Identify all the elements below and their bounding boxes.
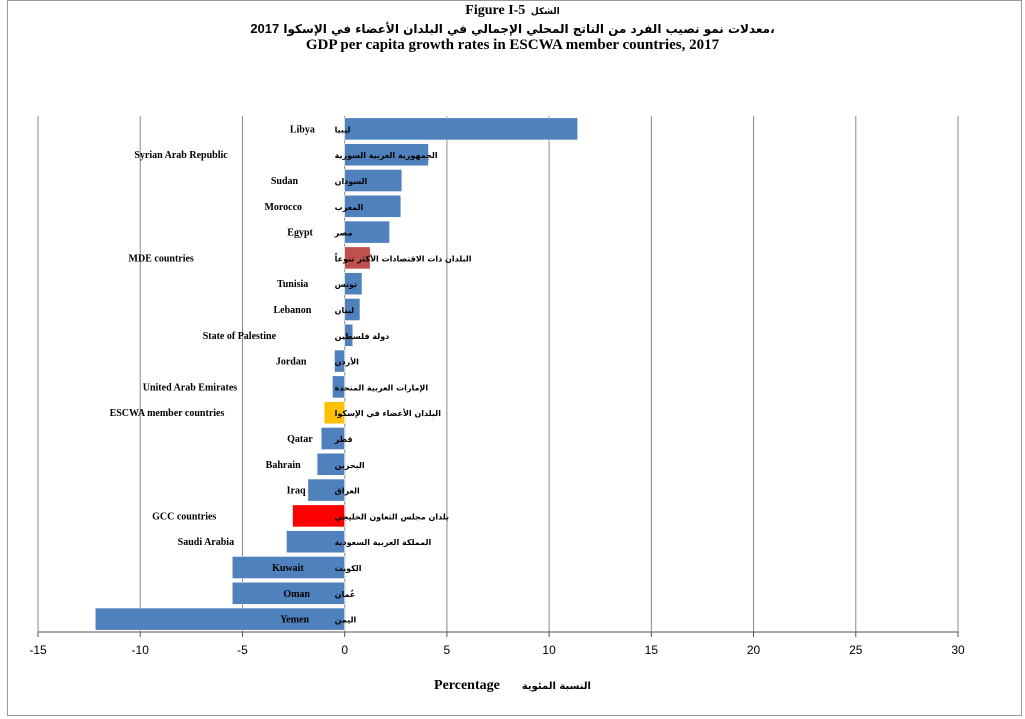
bar-libya bbox=[344, 117, 579, 141]
category-label-ar: اليمن bbox=[335, 616, 357, 625]
bar-syrian-arab-republic bbox=[344, 143, 429, 167]
category-label-en: Syrian Arab Republic bbox=[134, 150, 228, 161]
category-label-en: United Arab Emirates bbox=[143, 382, 238, 393]
category-label-ar: البحرين bbox=[335, 461, 365, 470]
x-axis-label-ar: النسبة المئوية bbox=[521, 681, 591, 692]
x-tick-label: 0 bbox=[341, 643, 348, 657]
bar-iraq bbox=[307, 478, 345, 502]
category-label-ar: البلدان الأعضاء في الإسكوا bbox=[335, 408, 442, 418]
category-label-ar: لبنان bbox=[335, 306, 354, 315]
category-label-ar: الأردن bbox=[335, 357, 359, 367]
bar-bahrain bbox=[316, 452, 345, 476]
x-tick-label: -5 bbox=[237, 643, 248, 657]
category-label-ar: العراق bbox=[335, 487, 360, 496]
figure-label: Figure I-5 الشكل bbox=[0, 3, 1025, 19]
category-label-ar: عُمان bbox=[335, 590, 356, 599]
bar-sudan bbox=[344, 169, 403, 192]
category-label-ar: السودان bbox=[335, 177, 368, 186]
x-tick-label: 10 bbox=[542, 643, 556, 657]
category-label-en: Saudi Arabia bbox=[178, 537, 234, 548]
bar-kuwait bbox=[231, 556, 345, 579]
category-label-ar: تونس bbox=[335, 280, 357, 290]
category-label-en: Libya bbox=[290, 124, 315, 135]
category-label-en: Yemen bbox=[280, 615, 309, 626]
category-label-ar: الكويت bbox=[335, 564, 362, 573]
category-label-ar: المملكة العربية السعودية bbox=[335, 538, 432, 547]
category-label-ar: قطر bbox=[334, 435, 353, 444]
bar-mde-countries bbox=[344, 246, 371, 270]
bar-escwa-member-countries bbox=[323, 401, 345, 425]
bar-egypt bbox=[344, 220, 390, 244]
bar-gcc-countries bbox=[292, 504, 345, 528]
category-label-ar: المغرب bbox=[335, 203, 364, 212]
category-label-ar: الجمهورية العربية السورية bbox=[335, 151, 438, 160]
category-label-en: Kuwait bbox=[272, 563, 304, 574]
category-label-en: GCC countries bbox=[152, 511, 216, 522]
bar-yemen bbox=[94, 607, 345, 631]
x-tick-label: -10 bbox=[132, 643, 150, 657]
category-label-ar: الإمارات العربية المتحدة bbox=[335, 383, 429, 392]
bar-saudi-arabia bbox=[286, 530, 345, 554]
chart-title: GDP per capita growth rates in ESCWA mem… bbox=[305, 37, 720, 53]
figure-label-en: Figure I-5 bbox=[465, 3, 526, 18]
x-tick-label: 15 bbox=[645, 643, 659, 657]
category-label-ar: بلدان مجلس التعاون الخليجي bbox=[335, 512, 449, 522]
category-label-ar: البلدان ذات الاقتصادات الأكثر تنوعاً bbox=[334, 253, 472, 264]
category-label-en: State of Palestine bbox=[203, 331, 277, 342]
category-label-en: Egypt bbox=[287, 228, 313, 239]
bar-lebanon bbox=[344, 298, 361, 321]
bar-oman bbox=[231, 581, 345, 605]
x-tick-label: 5 bbox=[444, 643, 451, 657]
bar-morocco bbox=[344, 194, 402, 218]
bar-tunisia bbox=[344, 272, 363, 296]
bar-state-of-palestine bbox=[344, 323, 354, 347]
category-label-en: Tunisia bbox=[277, 279, 308, 290]
x-tick-label: 30 bbox=[951, 643, 965, 657]
category-label-en: Bahrain bbox=[266, 460, 301, 471]
category-label-en: Qatar bbox=[287, 434, 313, 445]
figure-label-ar: الشكل bbox=[530, 7, 560, 17]
category-label-en: ESCWA member countries bbox=[110, 408, 225, 419]
category-label-ar: مصر bbox=[334, 229, 353, 238]
category-label-en: Morocco bbox=[264, 202, 302, 213]
category-label-en: Lebanon bbox=[273, 305, 311, 316]
category-label-en: Jordan bbox=[276, 357, 307, 368]
category-label-en: MDE countries bbox=[129, 253, 194, 264]
title-arabic: 2017 معدلات نمو نصيب الفرد من الناتج الم… bbox=[0, 21, 1025, 36]
x-tick-label: -15 bbox=[29, 643, 47, 657]
bar-united-arab-emirates bbox=[332, 375, 345, 399]
category-label-en: Oman bbox=[283, 589, 310, 600]
x-tick-label: 25 bbox=[849, 643, 863, 657]
bar-qatar bbox=[320, 427, 345, 450]
title-arabic-text: معدلات نمو نصيب الفرد من الناتج المحلي ا… bbox=[283, 22, 775, 36]
category-label-ar: دولة فلسطين bbox=[335, 332, 390, 341]
title-arabic-year: 2017 bbox=[250, 21, 280, 36]
category-label-en: Sudan bbox=[271, 176, 299, 187]
x-axis-label: Percentage النسبة المئوية bbox=[0, 676, 1025, 694]
x-tick-label: 20 bbox=[747, 643, 761, 657]
category-label-en: Iraq bbox=[287, 486, 306, 497]
x-axis-label-en: Percentage bbox=[434, 678, 500, 693]
bar-jordan bbox=[334, 349, 345, 373]
category-label-ar: ليبيا bbox=[335, 125, 351, 134]
